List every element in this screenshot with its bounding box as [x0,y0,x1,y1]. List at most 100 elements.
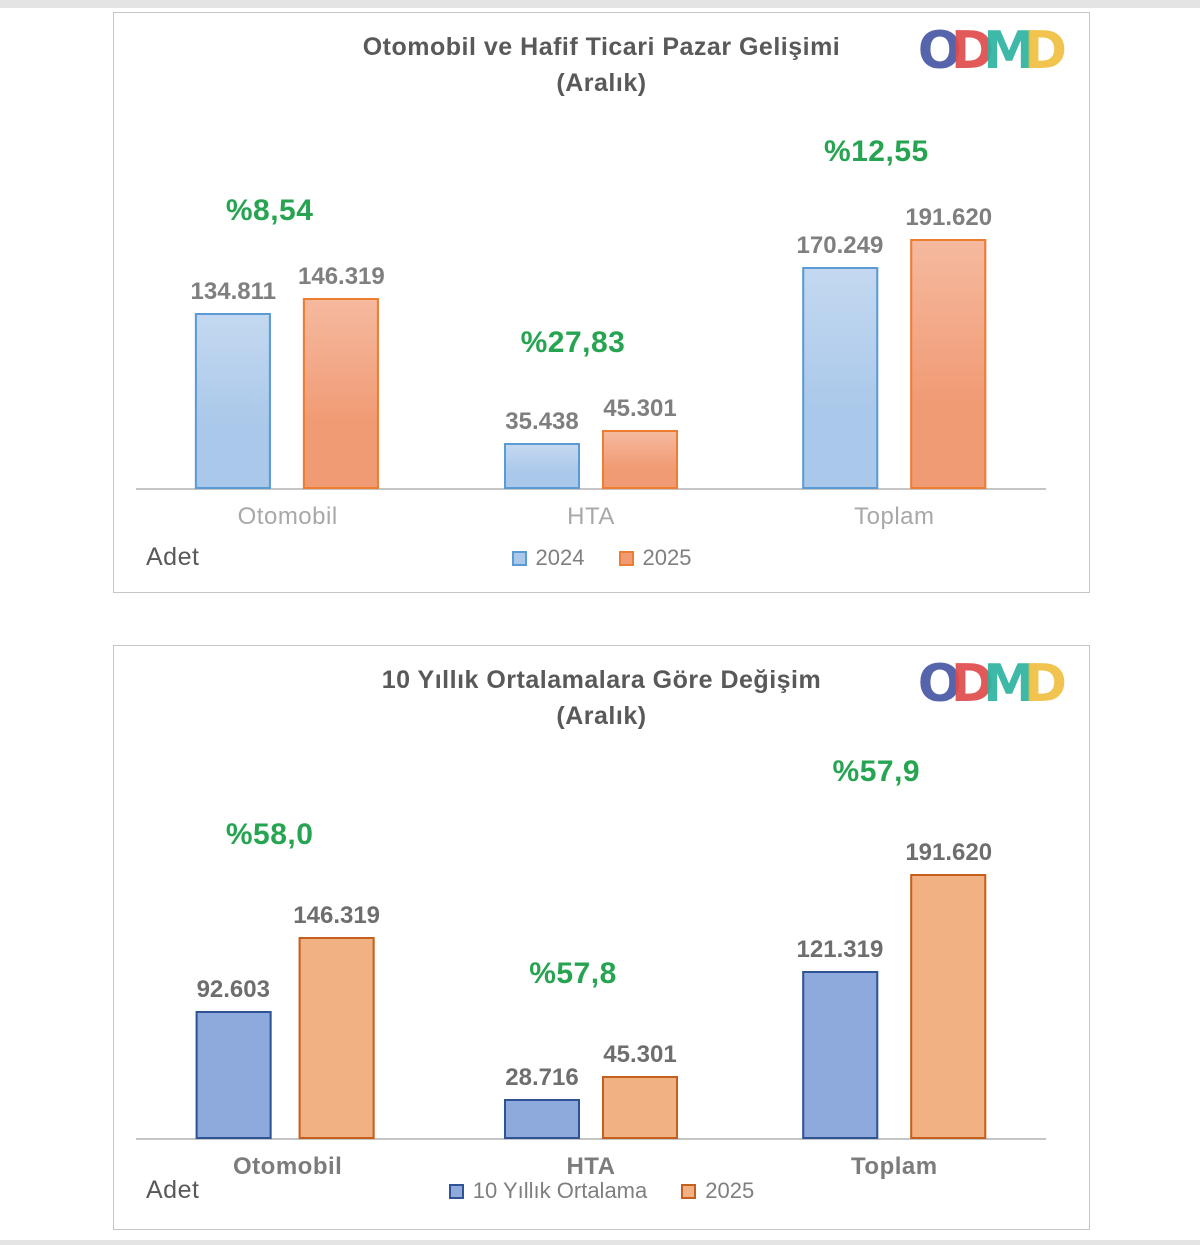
chart-title: 10 Yıllık Ortalamalara Göre Değişim [381,666,822,694]
bar-value-label: 170.249 [796,232,884,259]
legend-label: 2024 [535,545,585,570]
chart-card: 10 Yıllık Ortalamalara Göre Değişim (Ara… [113,645,1090,1230]
category-group: %27,83 35.438 45.301 HTA [439,13,742,530]
bar-series-0 [503,443,580,489]
bar-column: 28.716 [503,1064,580,1139]
bar-pair: 170.249 191.620 [796,204,992,489]
bar-value-label: 121.319 [796,936,884,963]
percent-change-label: %27,83 [520,326,626,359]
bar-series-1 [601,430,678,489]
bar-value-label: 45.301 [603,1041,677,1068]
plot-area: %58,0 92.603 146.319 Otomobil %57,8 28.716 45.… [136,646,1046,1180]
legend-item: 2025 [618,545,692,571]
bar-series-1 [298,937,375,1139]
unit-label: Adet [146,1176,200,1204]
category-group: %57,8 28.716 45.301 HTA [439,646,742,1180]
bar-pair: 134.811 146.319 [191,263,385,489]
bar-column: 191.620 [905,839,992,1139]
bar-series-1 [601,1076,678,1139]
bar-column: 146.319 [293,902,380,1139]
category-label: Otomobil [232,1153,343,1180]
bar-series-0 [195,1011,272,1139]
bar-series-0 [195,313,272,489]
category-group: %57,9 121.319 191.620 Toplam [743,646,1046,1180]
bar-column: 45.301 [601,1041,678,1139]
bottom-border-strip [0,1240,1200,1245]
bar-pair: 121.319 191.620 [796,839,992,1139]
chart-subtitle: (Aralık) [556,702,647,731]
bar-series-1 [303,298,380,489]
bar-column: 134.811 [191,278,276,489]
legend-item: 2024 [511,545,585,571]
logo-letter: M [983,654,1035,714]
logo-letter: O [917,654,962,714]
percent-change-label: %58,0 [225,818,314,851]
category-label: Otomobil [237,503,338,530]
bar-value-label: 134.811 [190,278,276,305]
top-border-strip [0,0,1200,8]
bar-value-label: 92.603 [196,976,270,1003]
percent-change-label: %57,9 [832,755,921,788]
category-label: HTA [567,503,615,530]
unit-label: Adet [146,543,200,571]
legend-item: 2025 [681,1178,754,1204]
bar-column: 170.249 [796,232,884,489]
bar-column: 35.438 [503,408,580,489]
x-axis-line [136,1138,1046,1140]
bar-value-label: 45.301 [603,395,677,422]
logo-letter: D [1023,654,1067,714]
legend-swatch [448,1183,464,1199]
legend-swatch [681,1183,697,1199]
logo-letter: D [950,654,995,714]
category-group: %58,0 92.603 146.319 Otomobil [136,646,439,1180]
bar-column: 191.620 [905,204,992,489]
bar-value-label: 146.319 [297,263,385,290]
category-label: Toplam [854,503,935,530]
bar-column: 146.319 [298,263,385,489]
logo-letter: M [983,21,1035,81]
legend-swatch [618,550,634,566]
logo-letter: D [950,21,995,81]
category-label: HTA [566,1153,616,1180]
logo-letter: O [917,21,962,81]
bar-column: 92.603 [195,976,272,1139]
bar-series-0 [503,1099,580,1139]
percent-change-label: %8,54 [225,194,314,227]
bar-value-label: 191.620 [905,839,993,866]
legend-label: 10 Yıllık Ortalama [472,1178,648,1203]
bar-value-label: 146.319 [293,902,381,929]
x-axis-line [136,488,1046,490]
legend-label: 2025 [705,1178,755,1203]
category-label: Toplam [851,1153,938,1180]
logo-letter: D [1023,21,1067,81]
bar-value-label: 191.620 [905,204,993,231]
legend: 10 Yıllık Ortalama 2025 [114,1178,1089,1204]
bar-series-1 [910,239,987,489]
bar-series-1 [910,874,987,1139]
chart-header: 10 Yıllık Ortalamalara Göre Değişim (Ara… [114,662,1089,735]
legend: 2024 2025 [114,545,1089,571]
plot-area: %8,54 134.811 146.319 Otomobil %27,83 35.438 4… [136,13,1046,530]
chart-title: Otomobil ve Hafif Ticari Pazar Gelişimi [362,33,841,61]
chart-card: Otomobil ve Hafif Ticari Pazar Gelişimi … [113,12,1090,593]
legend-item: 10 Yıllık Ortalama [448,1178,648,1204]
bar-pair: 92.603 146.319 [195,902,380,1139]
chart-subtitle: (Aralık) [556,69,647,98]
bar-value-label: 28.716 [505,1064,579,1091]
bar-series-0 [801,267,878,489]
legend-label: 2025 [642,545,692,570]
chart-header: Otomobil ve Hafif Ticari Pazar Gelişimi … [114,29,1089,102]
bar-series-0 [801,971,878,1139]
category-group: %8,54 134.811 146.319 Otomobil [136,13,439,530]
bar-column: 45.301 [601,395,678,489]
bar-column: 121.319 [796,936,884,1139]
bar-pair: 35.438 45.301 [503,395,678,489]
category-group: %12,55 170.249 191.620 Toplam [743,13,1046,530]
percent-change-label: %57,8 [529,957,617,990]
bar-value-label: 35.438 [505,408,579,435]
legend-swatch [511,550,527,566]
percent-change-label: %12,55 [823,135,929,168]
bar-pair: 28.716 45.301 [503,1041,678,1139]
